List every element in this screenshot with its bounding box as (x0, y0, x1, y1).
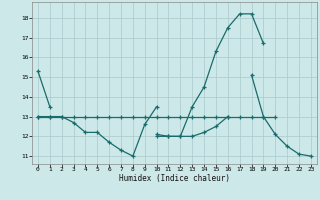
X-axis label: Humidex (Indice chaleur): Humidex (Indice chaleur) (119, 174, 230, 183)
